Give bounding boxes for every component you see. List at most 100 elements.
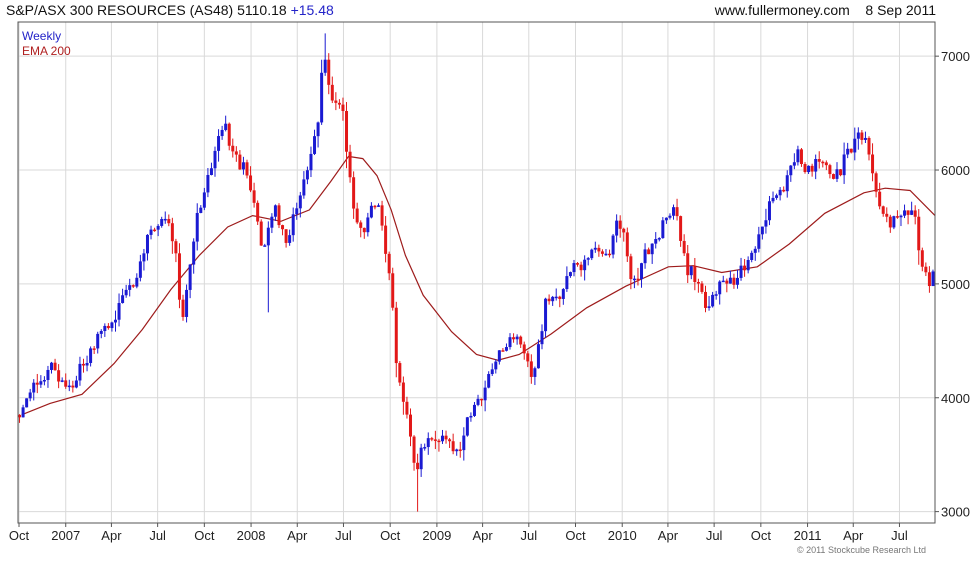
bar-body	[245, 162, 249, 176]
price-bar	[39, 375, 43, 388]
price-bar	[348, 144, 352, 183]
bar-body	[35, 382, 39, 385]
price-bar	[440, 429, 444, 444]
bar-body	[796, 149, 800, 163]
bar-body	[142, 253, 146, 262]
copyright-footer: © 2011 Stockcube Research Ltd	[796, 545, 926, 555]
price-bar	[906, 210, 910, 225]
price-bar	[764, 208, 768, 234]
price-bar	[494, 359, 498, 374]
x-tick-label: Apr	[101, 528, 122, 543]
price-bar	[192, 238, 196, 274]
bar-body	[238, 154, 242, 170]
price-bar	[661, 217, 665, 239]
bar-body	[778, 189, 782, 196]
price-bar	[529, 354, 533, 384]
bar-body	[767, 201, 771, 221]
price-bar	[885, 207, 889, 223]
y-tick-label: 4000	[941, 391, 970, 406]
price-bar	[67, 379, 71, 392]
bar-body	[579, 264, 583, 271]
price-bar	[611, 233, 615, 259]
bar-body	[583, 259, 587, 271]
bar-body	[50, 362, 54, 370]
price-bar	[85, 355, 89, 372]
bar-body	[679, 216, 683, 241]
bar-body	[135, 277, 139, 287]
bar-body	[199, 207, 203, 213]
price-bar	[856, 127, 860, 150]
bar-body	[558, 296, 562, 299]
bar-body	[903, 210, 907, 216]
price-bar	[28, 388, 32, 402]
bar-body	[764, 220, 768, 227]
bar-body	[320, 72, 324, 123]
bar-body	[153, 229, 157, 232]
price-bar	[846, 142, 850, 159]
bar-body	[330, 84, 334, 101]
header-right: www.fullermoney.com 8 Sep 2011	[715, 0, 936, 20]
bar-body	[657, 238, 661, 240]
price-bar	[654, 232, 658, 249]
bar-body	[501, 350, 505, 352]
price-bar	[721, 275, 725, 283]
price-bar	[291, 207, 295, 242]
bar-body	[789, 165, 793, 176]
price-bar	[281, 224, 285, 236]
bar-body	[469, 415, 473, 418]
x-tick-label: Jul	[335, 528, 352, 543]
price-bar	[682, 234, 686, 257]
x-tick-label: 2010	[608, 528, 637, 543]
bar-body	[465, 417, 469, 436]
bar-body	[835, 169, 839, 179]
bar-body	[871, 154, 875, 174]
bar-body	[391, 273, 395, 308]
bar-body	[782, 189, 786, 192]
price-bar	[444, 430, 448, 444]
bar-body	[217, 136, 221, 151]
bar-body	[345, 111, 349, 152]
bar-body	[842, 154, 846, 176]
price-bar	[849, 148, 853, 154]
bar-body	[785, 175, 789, 192]
price-bar	[405, 396, 409, 419]
price-bar	[533, 366, 537, 386]
bar-body	[622, 228, 626, 233]
price-bar	[668, 213, 672, 220]
bar-body	[895, 216, 899, 218]
bar-body	[362, 227, 366, 233]
price-bar	[572, 259, 576, 277]
bar-body	[266, 227, 270, 246]
last-price: 5110.18	[237, 2, 287, 18]
price-bar	[408, 408, 412, 447]
bar-body	[647, 249, 651, 255]
price-bar	[35, 373, 39, 394]
bar-body	[650, 243, 654, 255]
bar-body	[448, 439, 452, 442]
bar-body	[99, 331, 103, 334]
bar-body	[259, 221, 263, 246]
price-bar	[615, 214, 619, 243]
price-bar	[583, 255, 587, 281]
bar-body	[305, 170, 309, 180]
price-bar	[298, 191, 302, 218]
price-bar	[359, 220, 363, 238]
site-link[interactable]: www.fullermoney.com	[714, 2, 850, 18]
bar-body	[455, 449, 459, 452]
price-bar	[792, 153, 796, 170]
price-bar	[636, 267, 640, 286]
price-bar	[618, 215, 622, 238]
bar-body	[408, 414, 412, 437]
price-bar	[451, 433, 455, 455]
bar-body	[295, 208, 299, 215]
price-bar	[295, 202, 299, 220]
x-tick-label: Apr	[843, 528, 864, 543]
bar-body	[739, 265, 743, 278]
bar-body	[750, 252, 754, 261]
bar-body	[931, 271, 935, 287]
price-bar	[675, 198, 679, 221]
price-bar	[775, 193, 779, 200]
price-bar	[789, 164, 793, 182]
price-bar	[895, 210, 899, 219]
bar-body	[273, 205, 277, 217]
